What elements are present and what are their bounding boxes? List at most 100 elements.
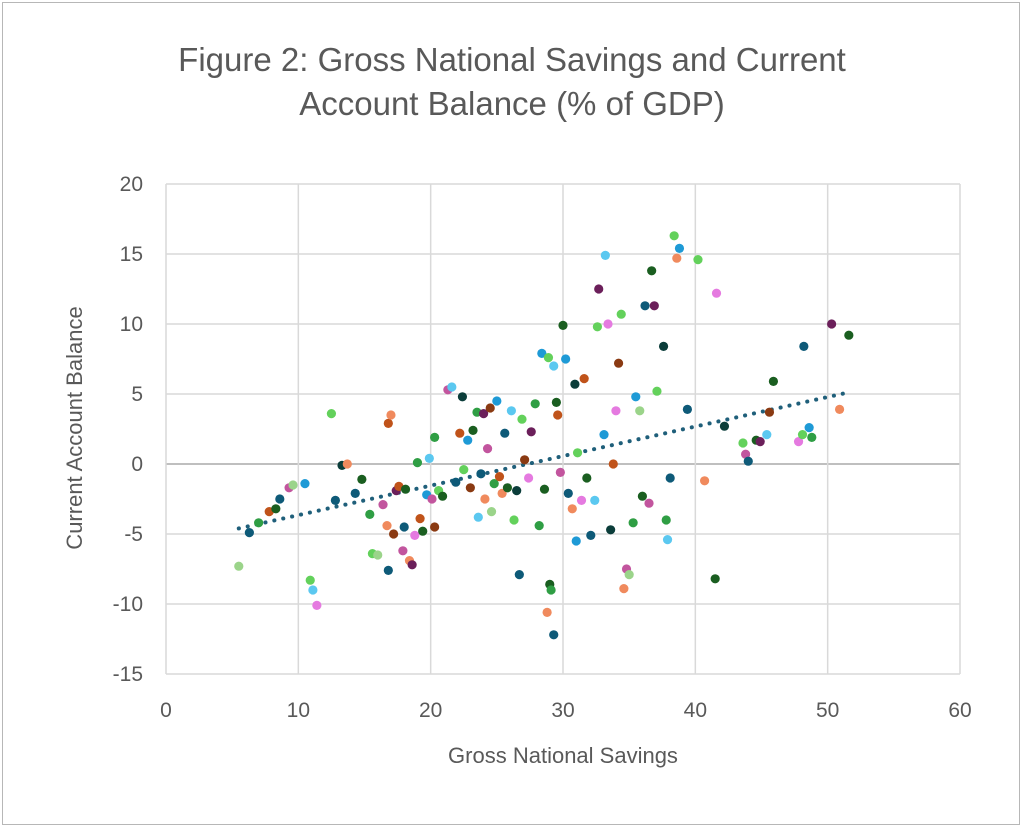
- data-point-58: [480, 494, 490, 504]
- chart-title: Figure 2: Gross National Savings and Cur…: [0, 38, 1024, 126]
- data-point-133: [710, 574, 720, 584]
- data-point-62: [489, 479, 499, 489]
- data-point-61: [486, 507, 497, 517]
- y-tick-label-7: -15: [113, 663, 143, 686]
- data-point-71: [514, 570, 524, 580]
- data-point-23: [383, 565, 393, 576]
- data-point-78: [537, 348, 547, 358]
- data-point-72: [517, 414, 527, 424]
- data-point-40: [427, 494, 437, 504]
- data-point-9: [305, 575, 315, 585]
- data-point-103: [599, 430, 609, 440]
- data-point-81: [543, 353, 554, 363]
- x-tick-label-2: 20: [419, 699, 442, 722]
- data-point-22: [382, 521, 392, 531]
- data-point-102: [594, 284, 604, 294]
- data-point-63: [492, 396, 502, 406]
- data-point-24: [383, 418, 393, 428]
- data-point-116: [635, 406, 645, 416]
- data-point-2: [254, 518, 264, 528]
- data-point-70: [512, 486, 522, 496]
- data-point-15: [342, 459, 352, 469]
- y-tick-label-2: 10: [120, 313, 143, 336]
- data-point-129: [674, 243, 685, 253]
- data-point-90: [561, 354, 571, 364]
- data-point-128: [672, 253, 682, 263]
- data-point-96: [576, 495, 587, 505]
- data-point-51: [463, 435, 473, 445]
- data-point-113: [624, 570, 634, 580]
- data-point-80: [542, 607, 552, 618]
- data-point-146: [799, 341, 809, 351]
- data-point-94: [571, 536, 581, 546]
- data-point-91: [563, 488, 573, 498]
- data-point-127: [669, 231, 679, 241]
- data-point-74: [523, 473, 534, 483]
- data-point-89: [558, 320, 568, 330]
- data-point-147: [804, 423, 814, 433]
- data-point-16: [350, 488, 360, 498]
- data-point-10: [308, 585, 318, 595]
- data-point-134: [711, 288, 722, 298]
- data-point-143: [768, 376, 779, 386]
- y-tick-label-6: -10: [113, 593, 143, 616]
- data-point-138: [743, 456, 753, 466]
- data-point-4: [271, 504, 281, 514]
- x-tick-label-6: 60: [948, 699, 971, 722]
- data-point-12: [326, 409, 337, 419]
- data-point-144: [793, 437, 804, 447]
- data-point-29: [398, 546, 408, 556]
- data-point-59: [482, 444, 493, 454]
- y-tick-label-3: 5: [131, 383, 143, 406]
- data-point-48: [455, 428, 465, 438]
- data-point-56: [476, 469, 486, 479]
- data-point-31: [400, 484, 411, 494]
- data-point-73: [520, 455, 530, 465]
- y-tick-label-5: -5: [124, 523, 143, 546]
- data-point-83: [546, 585, 556, 595]
- data-point-88: [555, 467, 565, 477]
- data-point-85: [549, 361, 559, 371]
- data-point-149: [827, 319, 837, 329]
- data-point-120: [647, 266, 657, 276]
- data-point-47: [451, 477, 461, 487]
- trendline: [236, 390, 850, 531]
- data-point-97: [579, 374, 589, 384]
- data-point-35: [412, 458, 423, 468]
- data-point-18: [365, 509, 375, 519]
- data-point-111: [619, 584, 629, 594]
- x-tick-label-3: 30: [551, 699, 574, 722]
- x-tick-label-0: 0: [160, 699, 172, 722]
- data-point-123: [658, 341, 669, 351]
- chart-title-line-2: Account Balance (% of GDP): [299, 85, 725, 122]
- data-point-33: [407, 560, 417, 570]
- data-point-79: [539, 484, 550, 494]
- data-point-151: [844, 330, 854, 340]
- data-point-119: [644, 498, 654, 508]
- data-points: [234, 231, 854, 640]
- data-point-131: [693, 255, 703, 265]
- x-tick-label-5: 50: [816, 699, 839, 722]
- data-point-11: [312, 600, 322, 611]
- data-point-148: [807, 432, 817, 442]
- data-point-41: [430, 522, 440, 532]
- data-point-136: [738, 438, 748, 448]
- data-point-30: [399, 522, 409, 532]
- data-point-0: [234, 561, 244, 571]
- data-point-26: [389, 529, 399, 539]
- data-point-76: [530, 399, 540, 409]
- data-point-101: [592, 322, 603, 332]
- data-point-37: [418, 526, 428, 536]
- data-point-57: [479, 409, 489, 419]
- data-point-55: [473, 512, 483, 522]
- data-point-122: [652, 386, 662, 396]
- data-point-42: [430, 432, 440, 442]
- data-point-1: [244, 528, 254, 538]
- data-point-137: [741, 449, 751, 459]
- data-point-93: [570, 379, 580, 389]
- data-point-104: [600, 250, 610, 260]
- data-point-100: [590, 495, 600, 505]
- data-point-106: [606, 525, 616, 535]
